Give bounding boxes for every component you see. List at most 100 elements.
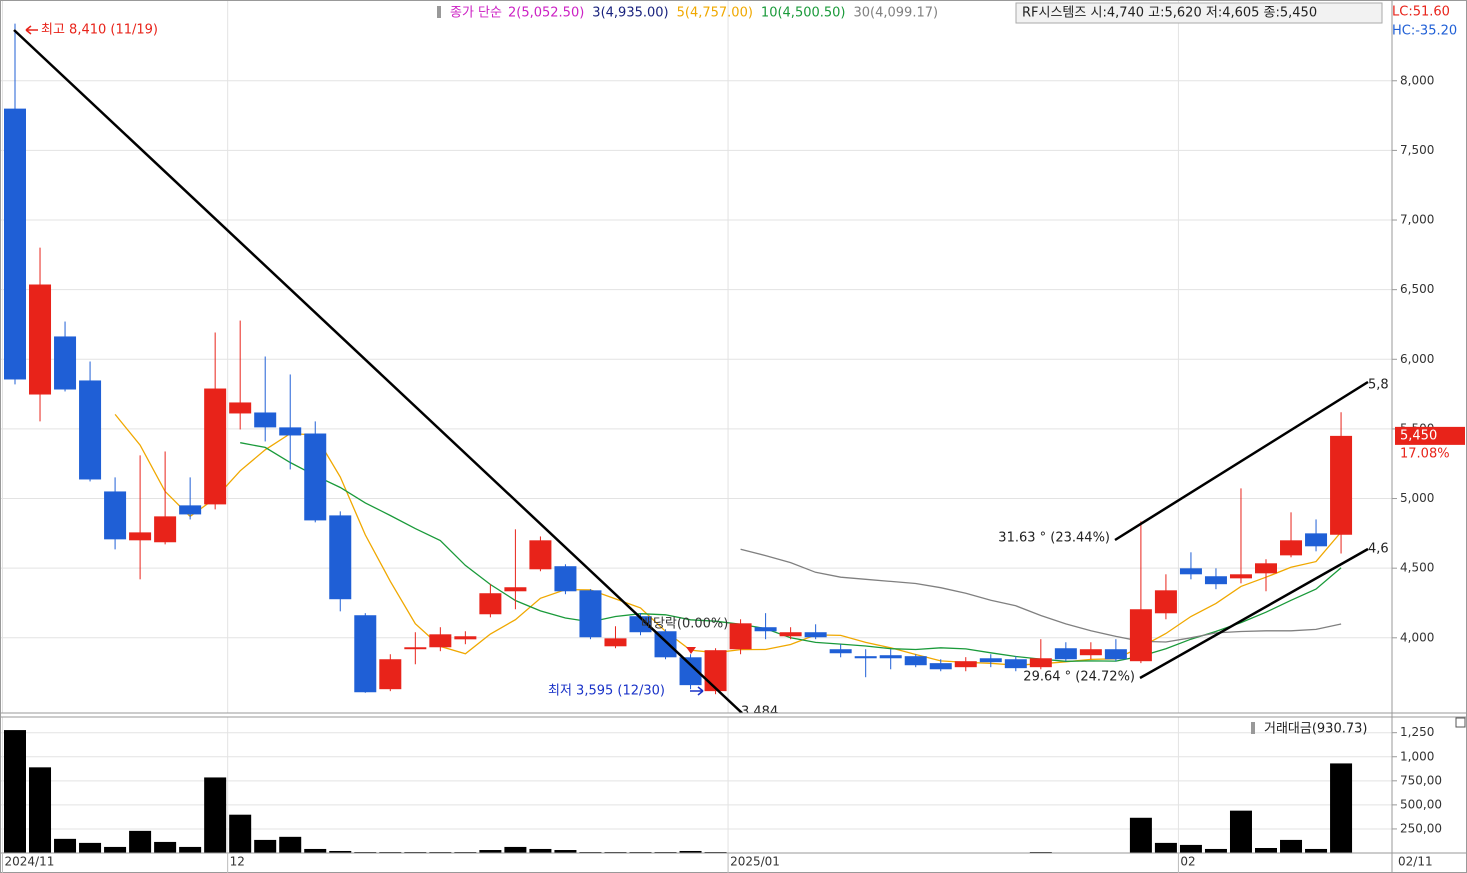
- candle-body: [929, 663, 952, 670]
- y-tick-label: 5,000: [1400, 491, 1434, 505]
- candle-body: [204, 388, 227, 505]
- volume-bar: [504, 846, 527, 853]
- volume-bar: [54, 838, 77, 853]
- y-tick-label: 6,000: [1400, 352, 1434, 366]
- candle-body: [404, 647, 427, 650]
- volume-panel: [0, 717, 1392, 853]
- x-tick-label: 2024/11: [4, 855, 54, 869]
- candle-body: [804, 632, 827, 638]
- candle-body: [1204, 576, 1227, 585]
- volume-bar: [1280, 839, 1303, 853]
- quote: RF시스템즈 시:4,740 고:5,620 저:4,605 종:5,450: [1022, 6, 1317, 21]
- candle-body: [554, 566, 577, 592]
- candle-body: [154, 516, 177, 543]
- volume-bar: [329, 850, 352, 853]
- y-tick-label: 4,500: [1400, 561, 1434, 575]
- candle-body: [229, 402, 252, 414]
- volume-bar: [179, 846, 202, 853]
- trend-line: [1114, 380, 1369, 542]
- candle-body: [979, 658, 1002, 663]
- candle-body: [1029, 658, 1052, 668]
- volume-bar: [204, 777, 227, 853]
- candle-body: [354, 615, 377, 693]
- legend-entry: 10(4,500.50): [761, 6, 846, 21]
- volume-bar: [1179, 844, 1202, 853]
- candle-body: [129, 532, 152, 541]
- y-tick-label: 7,000: [1400, 213, 1434, 227]
- candle-body: [779, 632, 802, 637]
- hc-label: HC:-35.20: [1392, 24, 1457, 39]
- candle-body: [479, 593, 502, 615]
- legend-entry: 30(4,099.17): [854, 6, 939, 21]
- candle-body: [704, 650, 727, 692]
- candle-body: [104, 491, 127, 540]
- candle-body: [1330, 435, 1353, 535]
- volume-bar: [104, 846, 127, 853]
- volume-bar: [279, 836, 302, 853]
- candle-body: [629, 616, 652, 633]
- volume-bar: [254, 839, 277, 853]
- legend-entry: 2(5,052.50): [508, 6, 584, 21]
- last-date: 02/11: [1398, 855, 1433, 869]
- y-tick-label: 1,000: [1400, 749, 1434, 763]
- legend-marker: [1251, 722, 1255, 734]
- y-tick-label: 6,500: [1400, 282, 1434, 296]
- change-label: 17.08%: [1400, 446, 1450, 461]
- candle-body: [1079, 649, 1102, 656]
- angle-label: 31.63 ° (23.44%): [998, 531, 1110, 546]
- candle-body: [579, 590, 602, 638]
- ma-legend: 종가 단순 2(5,052.50) 3(4,935.00) 5(4,757.00) 1…: [450, 6, 938, 21]
- candle-body: [504, 587, 527, 592]
- trend-line: [13, 29, 743, 713]
- volume-bar: [1330, 763, 1353, 853]
- y-tick-label: 8,000: [1400, 73, 1434, 87]
- low-label: 최저 3,595 (12/30): [548, 684, 665, 699]
- volume-bar: [154, 841, 177, 853]
- candle-body: [329, 515, 352, 600]
- candle-body: [29, 284, 52, 395]
- angle-label: 29.64 ° (24.72%): [1023, 670, 1135, 685]
- panel-button[interactable]: [1455, 717, 1466, 728]
- legend-entry: 5(4,757.00): [677, 6, 753, 21]
- candle-body: [1179, 568, 1202, 575]
- price-panel: [0, 0, 1392, 713]
- candle-body: [854, 656, 877, 659]
- candle-body: [79, 380, 102, 480]
- ex-dividend-marker: [686, 647, 696, 654]
- volume-bar: [129, 830, 152, 853]
- lc-label: LC:51.60: [1392, 5, 1450, 20]
- arrow: [690, 686, 704, 696]
- candle-body: [679, 657, 702, 686]
- candle-body: [179, 505, 202, 515]
- candle-body: [1255, 563, 1277, 574]
- candle-body: [604, 638, 627, 647]
- y-tick-label: 750,00: [1400, 773, 1442, 787]
- candle-body: [879, 655, 902, 659]
- volume-bar: [1305, 848, 1328, 853]
- trend-end-label: 5,8: [1368, 378, 1389, 393]
- volume-bar: [679, 850, 702, 853]
- trend-line: [1139, 547, 1369, 680]
- volume-bar: [229, 814, 252, 853]
- candle-body: [829, 649, 852, 654]
- y-tick-label: 7,500: [1400, 143, 1434, 157]
- y-tick-label: 500,00: [1400, 797, 1442, 811]
- candle-body: [754, 627, 777, 632]
- volume-legend: 거래대금(930.73): [1264, 722, 1367, 737]
- volume-bar: [1255, 847, 1277, 853]
- candle-body: [454, 636, 477, 640]
- drawings: 최고 8,410 (11/19) 최저 3,595 (12/30) 배당락(0.…: [13, 23, 1389, 713]
- legend-title: 종가 단순: [450, 6, 502, 21]
- volume-bar: [1229, 810, 1252, 853]
- candle-body: [1129, 609, 1152, 662]
- candle-body: [1054, 648, 1077, 660]
- candle-body: [1280, 540, 1303, 556]
- volume-bar: [4, 730, 26, 853]
- volume-bar: [554, 850, 577, 853]
- legend-entry: 3(4,935.00): [592, 6, 668, 21]
- quote-box: [1015, 2, 1383, 24]
- candle-body: [529, 540, 552, 570]
- candle-body: [729, 623, 752, 650]
- y-tick-label: 4,000: [1400, 630, 1434, 644]
